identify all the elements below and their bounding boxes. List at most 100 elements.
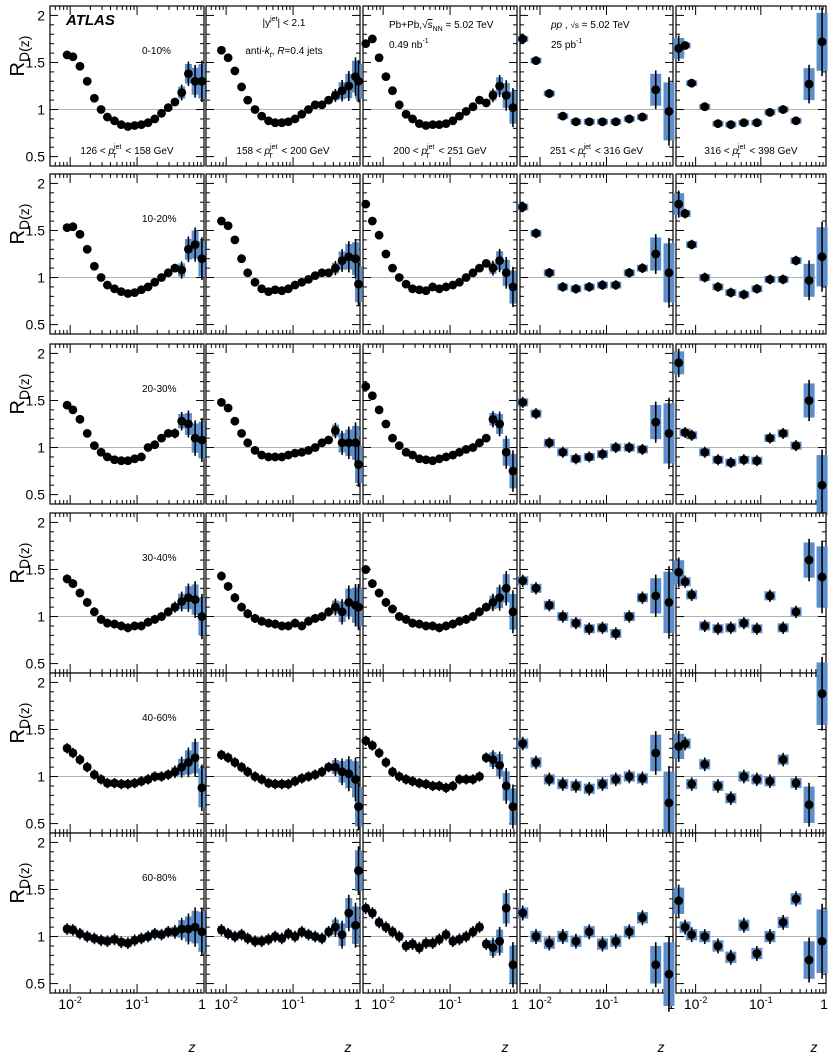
data-point — [434, 120, 444, 129]
data-point — [130, 121, 140, 130]
y-tick-label: 1 — [37, 769, 45, 785]
data-point — [804, 955, 814, 965]
data-point — [230, 758, 240, 767]
data-point — [310, 100, 320, 110]
data-point — [102, 936, 112, 946]
data-point — [344, 252, 354, 262]
data-point — [89, 770, 99, 780]
data-point — [89, 261, 99, 271]
y-tick-label: 1 — [37, 440, 45, 456]
pt-high: < 200 GeV — [279, 146, 330, 157]
data-point — [441, 621, 451, 631]
data-point — [223, 221, 233, 231]
panel-r1-c0: 0.5 1 1.5 2 10-20% — [26, 173, 207, 335]
data-point — [197, 435, 207, 445]
data-point — [136, 776, 146, 786]
data-point — [102, 280, 112, 290]
data-point — [611, 774, 621, 784]
data-point — [817, 936, 827, 946]
data-point — [190, 595, 200, 604]
pt-high: < 158 GeV — [123, 146, 174, 157]
data-point — [110, 284, 119, 294]
data-point — [495, 760, 505, 770]
data-point — [250, 105, 260, 114]
data-point — [317, 268, 327, 278]
data-point — [75, 61, 85, 71]
data-point — [344, 769, 354, 779]
data-point — [123, 122, 133, 131]
data-point — [136, 621, 146, 631]
data-point — [68, 748, 78, 758]
data-point — [82, 598, 92, 607]
data-point — [143, 118, 153, 128]
data-point — [177, 88, 187, 97]
x-tick-base: 10 — [58, 996, 74, 1012]
data-point — [197, 254, 207, 264]
data-point — [455, 277, 464, 287]
data-point — [501, 781, 511, 791]
data-point — [317, 767, 327, 777]
data-point — [687, 930, 697, 940]
y-tick-label: 1.5 — [26, 54, 46, 70]
data-point — [217, 216, 226, 226]
pt-sup: jet — [113, 144, 121, 151]
data-point — [68, 405, 78, 415]
data-point — [468, 927, 478, 937]
x-tick-base: 10 — [595, 996, 611, 1012]
data-point — [75, 414, 85, 424]
panel-r2-c4 — [673, 343, 828, 521]
data-point — [230, 932, 240, 941]
data-point — [638, 112, 647, 122]
data-point — [421, 121, 431, 130]
centrality-label: 40-60% — [142, 713, 177, 724]
data-point — [136, 452, 146, 462]
data-point — [68, 579, 78, 588]
data-point — [177, 597, 187, 606]
data-point — [501, 583, 511, 593]
jet-sep: , — [272, 46, 278, 57]
data-point — [68, 925, 78, 935]
data-point — [778, 918, 788, 927]
pbpb-lumi-sup: -1 — [422, 38, 428, 45]
data-point — [455, 447, 464, 457]
data-point — [495, 256, 505, 265]
data-point — [674, 199, 684, 209]
pt-high: < 398 GeV — [747, 146, 798, 157]
data-point — [408, 776, 417, 786]
data-point — [544, 938, 554, 948]
data-point — [713, 624, 723, 634]
data-point — [428, 938, 438, 948]
data-point — [817, 572, 827, 582]
data-point — [361, 199, 371, 209]
data-point — [388, 86, 397, 96]
data-point — [136, 285, 146, 295]
data-point — [68, 52, 78, 62]
data-point — [700, 102, 710, 112]
rap-post: | < 2.1 — [278, 18, 306, 29]
data-point — [421, 286, 431, 296]
data-point — [726, 120, 736, 129]
pp-value: = 5.02 TeV — [579, 20, 630, 31]
data-point — [501, 91, 511, 100]
data-point — [157, 433, 166, 443]
x-tick-base: 10 — [438, 996, 454, 1012]
data-point — [544, 600, 554, 610]
data-point — [394, 932, 404, 941]
data-point — [89, 93, 99, 103]
data-point — [388, 433, 397, 443]
data-point — [331, 922, 340, 932]
data-point — [217, 45, 226, 55]
panel-frame — [362, 512, 518, 674]
data-point — [290, 932, 300, 941]
data-point — [331, 602, 340, 612]
data-point — [475, 772, 484, 781]
data-point — [290, 280, 300, 290]
data-point — [374, 748, 384, 758]
data-point — [257, 774, 267, 784]
data-point — [331, 762, 340, 772]
x-tick-base: 10 — [125, 996, 141, 1012]
data-point — [638, 445, 647, 454]
data-point — [381, 249, 391, 259]
